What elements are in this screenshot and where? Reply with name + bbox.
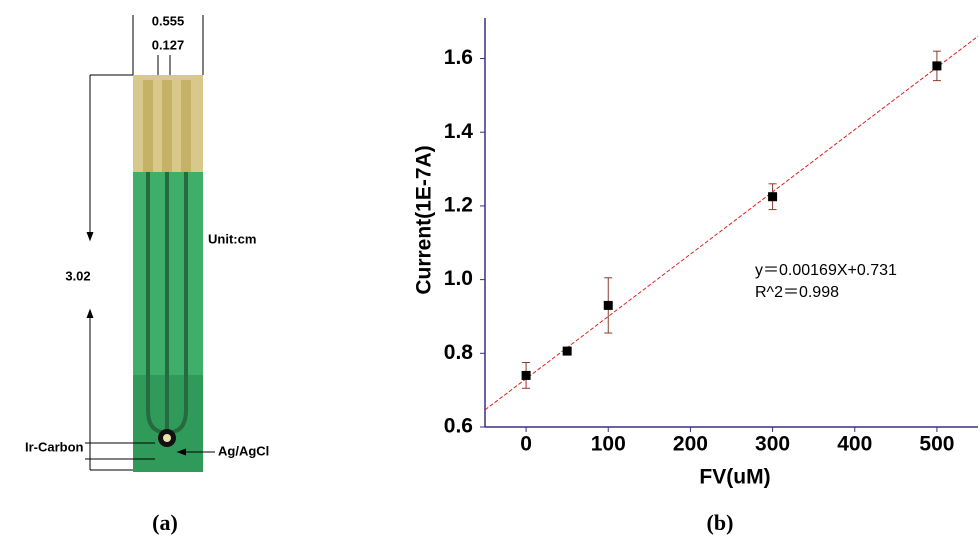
marker [603, 300, 613, 310]
x-tick-label: 300 [755, 433, 790, 456]
x-tick-label: 200 [673, 433, 708, 456]
y-axis-label: Current(1E-7A) [413, 145, 436, 294]
x-tick-label: 100 [591, 433, 626, 456]
fit-annotation: R^2＝0.998 [755, 284, 839, 301]
dimension-label: 0.127 [152, 37, 185, 52]
plot: 0.6 0.8 1.0 1.2 1.4 1.6 0 100 200 300 400 500 FV(uM)… [413, 18, 979, 489]
dimension-label: 3.02 [65, 268, 90, 283]
dimension-label: 0.555 [152, 13, 185, 28]
electrode-label: Ir-Carbon [25, 439, 84, 454]
y-tick-label: 1.4 [444, 120, 474, 143]
unit-label: Unit:cm [208, 231, 256, 246]
dimension-lines [85, 15, 215, 471]
electrode-label: Ag/AgCl [218, 443, 269, 458]
electrode-photo [133, 75, 203, 472]
panel-caption: (a) [152, 510, 178, 535]
y-tick-label: 1.0 [444, 267, 473, 290]
marker [562, 346, 572, 356]
panel-caption: (b) [707, 510, 734, 535]
y-tick-label: 1.2 [444, 193, 473, 216]
marker [768, 192, 778, 202]
x-tick-label: 500 [919, 433, 954, 456]
y-tick-label: 0.6 [444, 415, 473, 438]
x-axis-label: FV(uM) [699, 466, 770, 489]
marker [932, 61, 942, 71]
x-tick-label: 0 [520, 433, 532, 456]
fit-annotation: y＝0.00169X+0.731 [755, 262, 897, 279]
x-tick-label: 400 [837, 433, 872, 456]
y-tick-label: 0.8 [444, 341, 474, 364]
fit-line [484, 35, 979, 411]
marker [521, 370, 531, 380]
y-tick-label: 1.6 [444, 46, 473, 69]
